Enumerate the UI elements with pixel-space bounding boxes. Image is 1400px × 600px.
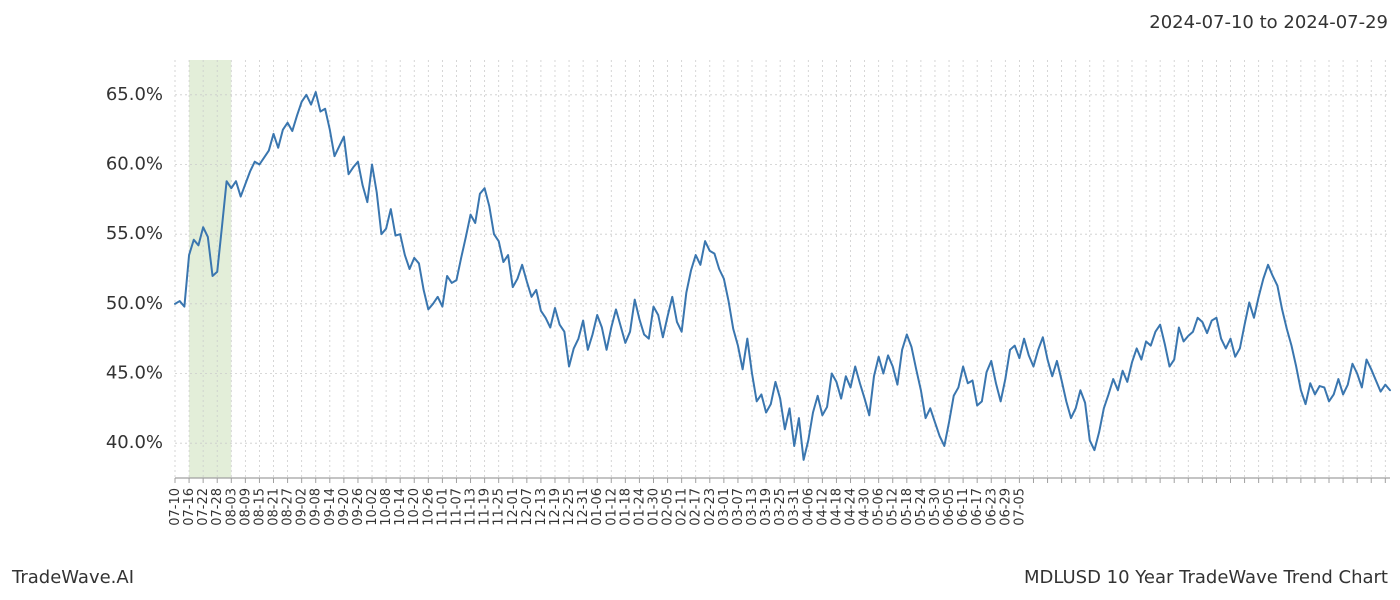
y-tick-label: 50.0% bbox=[106, 293, 163, 314]
x-tick-label: 05-06 bbox=[872, 488, 887, 526]
x-tick-label: 03-31 bbox=[787, 488, 802, 526]
x-tick-label: 06-05 bbox=[942, 488, 957, 526]
x-tick-label: 10-08 bbox=[379, 488, 394, 526]
x-tick-label: 05-30 bbox=[928, 488, 943, 526]
x-tick-label: 11-01 bbox=[435, 488, 450, 526]
x-tick-label: 01-24 bbox=[632, 488, 647, 526]
x-tick-label: 05-24 bbox=[914, 488, 929, 526]
y-tick-label: 65.0% bbox=[106, 84, 163, 105]
x-tick-label: 08-21 bbox=[267, 488, 282, 526]
x-tick-label: 02-23 bbox=[703, 488, 718, 526]
x-tick-label: 04-30 bbox=[858, 488, 873, 526]
x-tick-label: 03-01 bbox=[717, 488, 732, 526]
x-tick-label: 07-05 bbox=[1012, 488, 1027, 526]
x-tick-label: 01-06 bbox=[590, 488, 605, 526]
x-tick-label: 11-07 bbox=[449, 488, 464, 526]
x-tick-label: 10-26 bbox=[421, 488, 436, 526]
x-tick-label: 01-18 bbox=[618, 488, 633, 526]
x-tick-label: 09-14 bbox=[323, 488, 338, 526]
x-tick-label: 07-16 bbox=[182, 488, 197, 526]
x-tick-label: 01-12 bbox=[604, 488, 619, 526]
y-tick-label: 45.0% bbox=[106, 363, 163, 384]
x-tick-label: 10-02 bbox=[365, 488, 380, 526]
x-tick-label: 07-22 bbox=[196, 488, 211, 526]
x-tick-label: 11-25 bbox=[492, 488, 507, 526]
x-tick-label: 10-20 bbox=[407, 488, 422, 526]
x-tick-label: 11-13 bbox=[464, 488, 479, 526]
x-tick-label: 12-01 bbox=[506, 488, 521, 526]
x-tick-label: 04-18 bbox=[829, 488, 844, 526]
x-tick-label: 08-27 bbox=[281, 488, 296, 526]
x-tick-label: 04-24 bbox=[844, 488, 859, 526]
x-tick-label: 08-15 bbox=[252, 488, 267, 526]
x-tick-label: 10-14 bbox=[393, 488, 408, 526]
x-tick-label: 06-29 bbox=[998, 488, 1013, 526]
x-tick-label: 07-10 bbox=[168, 488, 183, 526]
x-tick-label: 12-07 bbox=[520, 488, 535, 526]
trend-chart: 07-1007-1607-2207-2808-0308-0908-1508-21… bbox=[0, 0, 1400, 600]
y-tick-label: 40.0% bbox=[106, 432, 163, 453]
x-tick-label: 03-13 bbox=[745, 488, 760, 526]
x-tick-label: 12-31 bbox=[576, 488, 591, 526]
x-tick-label: 04-06 bbox=[801, 488, 816, 526]
x-tick-label: 03-19 bbox=[759, 488, 774, 526]
x-tick-label: 03-25 bbox=[773, 488, 788, 526]
x-tick-label: 03-07 bbox=[731, 488, 746, 526]
x-tick-label: 12-19 bbox=[548, 488, 563, 526]
y-tick-label: 60.0% bbox=[106, 154, 163, 175]
x-tick-label: 06-23 bbox=[984, 488, 999, 526]
y-tick-label: 55.0% bbox=[106, 223, 163, 244]
x-tick-label: 06-17 bbox=[970, 488, 985, 526]
x-tick-label: 12-13 bbox=[534, 488, 549, 526]
x-tick-label: 11-19 bbox=[478, 488, 493, 526]
x-tick-label: 06-11 bbox=[956, 488, 971, 526]
highlight-band bbox=[189, 60, 231, 478]
x-tick-label: 08-09 bbox=[238, 488, 253, 526]
x-tick-label: 01-30 bbox=[646, 488, 661, 526]
x-tick-label: 09-26 bbox=[351, 488, 366, 526]
x-tick-label: 02-05 bbox=[661, 488, 676, 526]
series-line bbox=[175, 92, 1390, 460]
x-tick-label: 05-18 bbox=[900, 488, 915, 526]
x-tick-label: 02-11 bbox=[675, 488, 690, 526]
x-tick-label: 05-12 bbox=[886, 488, 901, 526]
x-tick-label: 02-17 bbox=[689, 488, 704, 526]
x-tick-label: 12-25 bbox=[562, 488, 577, 526]
x-tick-label: 08-03 bbox=[224, 488, 239, 526]
x-tick-label: 07-28 bbox=[210, 488, 225, 526]
x-tick-label: 09-08 bbox=[309, 488, 324, 526]
x-tick-label: 09-02 bbox=[295, 488, 310, 526]
x-tick-label: 09-20 bbox=[337, 488, 352, 526]
chart-container: 2024-07-10 to 2024-07-29 TradeWave.AI MD… bbox=[0, 0, 1400, 600]
x-tick-label: 04-12 bbox=[815, 488, 830, 526]
